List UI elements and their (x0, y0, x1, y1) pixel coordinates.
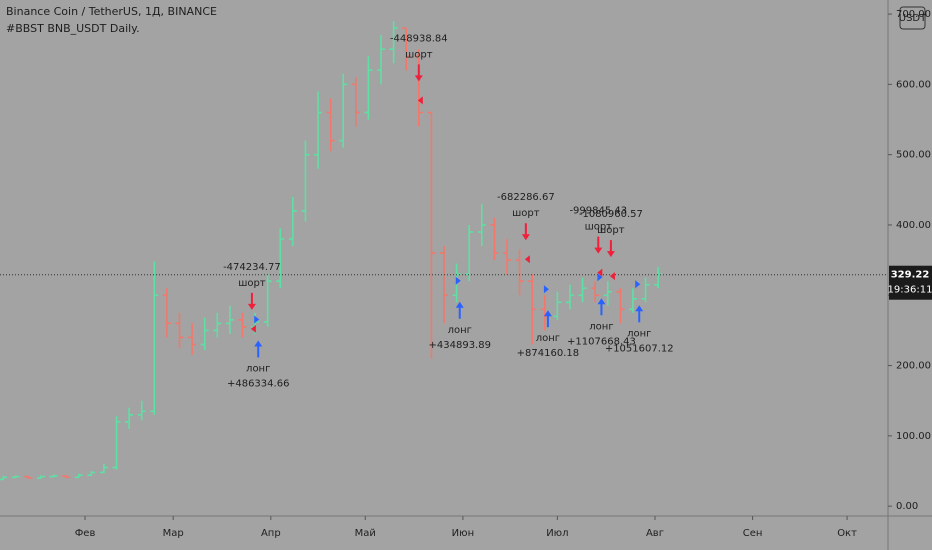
currency-button[interactable] (899, 6, 926, 30)
short-marker (417, 96, 423, 105)
long-marker (543, 285, 549, 294)
short-arrow-head (594, 247, 603, 254)
signal-result: -999845.43 (569, 206, 627, 217)
y-tick-label: 700.00 (896, 9, 931, 20)
x-tick-label: Окт (837, 528, 857, 539)
last-price-box (889, 265, 932, 300)
x-tick-label: Фев (75, 528, 96, 539)
short-arrow-head (247, 303, 256, 310)
signal-kind: шорт (405, 49, 433, 60)
x-tick-label: Июн (452, 528, 474, 539)
signal-result: +1051607.12 (605, 343, 674, 354)
signal-kind: шорт (238, 278, 266, 289)
y-tick-label: 200.00 (896, 361, 931, 372)
x-tick-label: Апр (261, 528, 281, 539)
signal-kind: лонг (589, 321, 613, 332)
signal-kind: шорт (585, 222, 613, 233)
signal-result: +434893.89 (429, 340, 491, 351)
x-tick-label: Июл (546, 528, 568, 539)
chart-title: Binance Coin / TetherUS, 1Д, BINANCE (6, 5, 217, 18)
x-tick-label: Сен (743, 528, 763, 539)
short-arrow-head (414, 75, 423, 82)
long-arrow-head (455, 301, 464, 308)
long-marker (254, 315, 260, 324)
signal-result: -1080960.57 (579, 209, 643, 220)
y-tick-label: 600.00 (896, 79, 931, 90)
signal-kind: лонг (246, 363, 270, 374)
signal-result: -474234.77 (223, 262, 281, 273)
y-tick-label: 400.00 (896, 220, 931, 231)
signal-result: -682286.67 (497, 192, 555, 203)
chart-subtitle: #BBST BNB_USDT Daily. (6, 22, 140, 35)
short-marker (609, 272, 615, 281)
short-arrow-head (606, 251, 615, 258)
short-arrow-head (521, 234, 530, 241)
signal-result: +874160.18 (517, 348, 579, 359)
long-arrow-head (543, 310, 552, 317)
signal-kind: шорт (597, 225, 625, 236)
signal-kind: лонг (627, 328, 651, 339)
x-tick-label: Мар (163, 528, 184, 539)
short-marker (524, 255, 530, 264)
countdown-label: 19:36:11 (888, 285, 932, 296)
signal-result: -448938.84 (390, 33, 448, 44)
signal-result: +486334.66 (227, 378, 289, 389)
short-marker (250, 324, 256, 333)
x-tick-label: Май (355, 528, 376, 539)
y-tick-label: 0.00 (896, 501, 918, 512)
long-arrow-head (635, 305, 644, 312)
long-marker (455, 276, 461, 285)
short-marker (597, 268, 603, 277)
signal-kind: лонг (536, 333, 560, 344)
y-tick-label: 100.00 (896, 431, 931, 442)
long-arrow-head (254, 340, 263, 347)
signal-kind: шорт (512, 208, 540, 219)
y-tick-label: 500.00 (896, 150, 931, 161)
long-marker (635, 280, 641, 289)
currency-label: USDT (899, 13, 927, 24)
last-price-label: 329.22 (891, 270, 930, 281)
x-tick-label: Авг (646, 528, 664, 539)
signal-kind: лонг (448, 325, 472, 336)
long-arrow-head (597, 298, 606, 305)
long-marker (597, 273, 603, 282)
signal-result: +1107668.43 (567, 336, 636, 347)
